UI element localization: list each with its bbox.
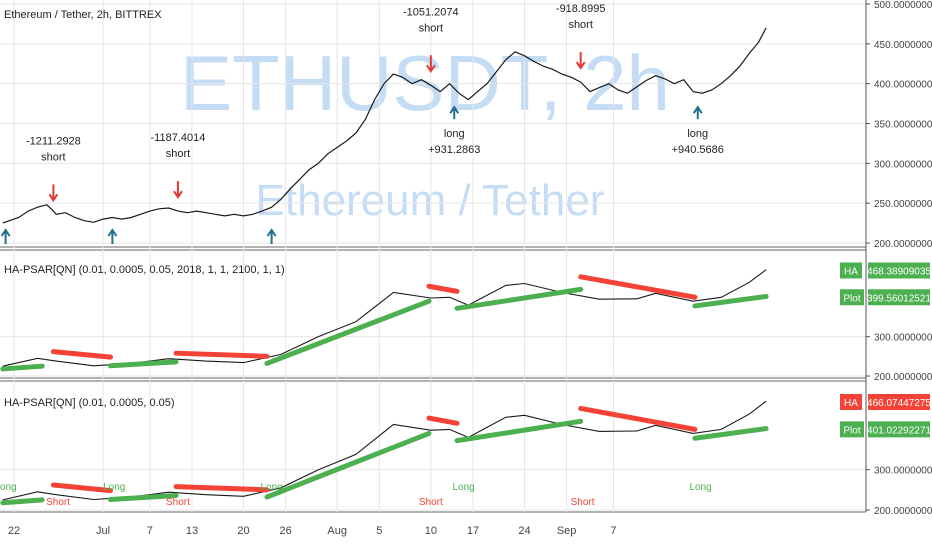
- long-psar-segment: [0, 363, 45, 372]
- short-psar-segment: [426, 283, 460, 294]
- long-signal-arrow: [692, 105, 703, 120]
- x-tick-label: 17: [467, 525, 479, 537]
- y-tick-label: 200.00000000: [874, 372, 932, 383]
- plot-tag-label: Plot: [843, 425, 860, 436]
- trade-side-label: long: [687, 128, 708, 140]
- short-psar-segment: [173, 484, 270, 493]
- short-signal-arrow: [173, 181, 183, 199]
- short-psar-segment: [50, 349, 114, 360]
- trade-pnl-label: +931.2863: [428, 144, 480, 156]
- plot-value: 401.02292271: [867, 425, 931, 436]
- ha-value-badge: [868, 393, 930, 410]
- long-psar-segment: [108, 359, 179, 369]
- short-psar-segment: [426, 415, 460, 426]
- x-tick-label: Jul: [96, 525, 110, 537]
- ha-tag: [840, 262, 862, 279]
- x-tick-label: Aug: [327, 525, 347, 537]
- long-signal-label: Long: [0, 482, 17, 493]
- y-tick-label: 400.00000000: [874, 80, 932, 91]
- long-signal-label: Long: [689, 482, 711, 493]
- short-psar-segment: [50, 482, 114, 494]
- ha-value: 468.38909035: [867, 266, 931, 277]
- plot-tag: [840, 289, 864, 306]
- trade-pnl-label: -1051.2074: [403, 6, 459, 18]
- ha-tag-label: HA: [844, 398, 858, 409]
- short-signal-label: Short: [166, 497, 190, 508]
- short-signal-label: Short: [46, 497, 70, 508]
- plot-value-badge: [868, 289, 930, 306]
- x-tick-label: 13: [186, 525, 198, 537]
- x-tick-label: Sep: [557, 525, 577, 537]
- long-signal-label: Long: [452, 482, 474, 493]
- y-tick-label: 300.00000000: [874, 466, 932, 477]
- long-signal-label: Long: [103, 482, 125, 493]
- trade-side-label: short: [419, 22, 443, 34]
- watermark-name: Ethereum / Tether: [256, 176, 605, 225]
- trade-pnl-label: -918.8995: [556, 3, 606, 15]
- y-tick-label: 250.00000000: [874, 199, 932, 210]
- plot-tag-label: Plot: [843, 293, 860, 304]
- trade-side-label: short: [41, 151, 65, 163]
- long-signal-label: Long: [260, 482, 282, 493]
- long-entry-arrow: [0, 228, 11, 244]
- long-entry-arrow: [107, 228, 118, 244]
- short-psar-segment: [578, 274, 698, 300]
- short-signal-arrow: [425, 55, 436, 74]
- plot-value-badge: [868, 421, 930, 438]
- chart-title: Ethereum / Tether, 2h, BITTREX: [4, 9, 162, 21]
- x-tick-label: 20: [237, 525, 249, 537]
- indicator1-title: HA-PSAR[QN] (0.01, 0.0005, 0.05, 2018, 1…: [4, 264, 285, 276]
- x-tick-label: 7: [147, 525, 153, 537]
- plot-tag: [840, 421, 864, 438]
- y-tick-label: 350.00000000: [874, 120, 932, 131]
- y-tick-label: 300.00000000: [874, 333, 932, 344]
- y-tick-label: 300.00000000: [874, 159, 932, 170]
- long-psar-segment: [692, 426, 769, 441]
- trade-pnl-label: -1211.2928: [26, 135, 81, 147]
- short-psar-segment: [173, 350, 270, 359]
- short-psar-segment: [578, 405, 698, 432]
- price-series-line: [2, 27, 767, 224]
- trade-pnl-label: +940.5686: [672, 144, 724, 156]
- x-tick-label: 22: [8, 525, 20, 537]
- short-signal-arrow: [48, 184, 59, 203]
- ha-tag: [840, 393, 862, 410]
- x-tick-label: 5: [376, 525, 382, 537]
- trade-side-label: long: [444, 128, 465, 140]
- long-signal-arrow: [449, 105, 460, 120]
- long-psar-segment: [454, 286, 584, 311]
- x-tick-label: 26: [280, 525, 292, 537]
- short-signal-arrow: [575, 52, 586, 70]
- short-signal-label: Short: [419, 497, 443, 508]
- y-tick-label: 450.00000000: [874, 40, 932, 51]
- x-tick-label: 7: [610, 525, 616, 537]
- y-tick-label: 200.00000000: [874, 239, 932, 250]
- ha-value: 466.07447275: [867, 398, 931, 409]
- indicator2-title: HA-PSAR[QN] (0.01, 0.0005, 0.05): [4, 397, 175, 409]
- y-tick-label: 200.00000000: [874, 506, 932, 517]
- y-tick-label: 500.00000000: [874, 0, 932, 11]
- short-signal-label: Short: [571, 497, 595, 508]
- long-entry-arrow: [266, 228, 277, 244]
- plot-value: 399.56012521: [867, 293, 931, 304]
- long-psar-segment: [0, 497, 45, 506]
- watermark-symbol: ETHUSDT, 2h: [180, 39, 670, 127]
- ha-value-badge: [868, 262, 930, 279]
- ha-tag-label: HA: [844, 266, 858, 277]
- trade-side-label: short: [166, 148, 190, 160]
- long-psar-segment: [264, 430, 432, 500]
- trade-pnl-label: -1187.4014: [151, 132, 206, 144]
- x-tick-label: 10: [425, 525, 437, 537]
- trade-side-label: short: [568, 19, 592, 31]
- long-psar-segment: [454, 418, 584, 444]
- long-psar-segment: [692, 293, 769, 309]
- long-psar-segment: [108, 492, 179, 503]
- long-psar-segment: [264, 298, 432, 366]
- x-tick-label: 24: [518, 525, 530, 537]
